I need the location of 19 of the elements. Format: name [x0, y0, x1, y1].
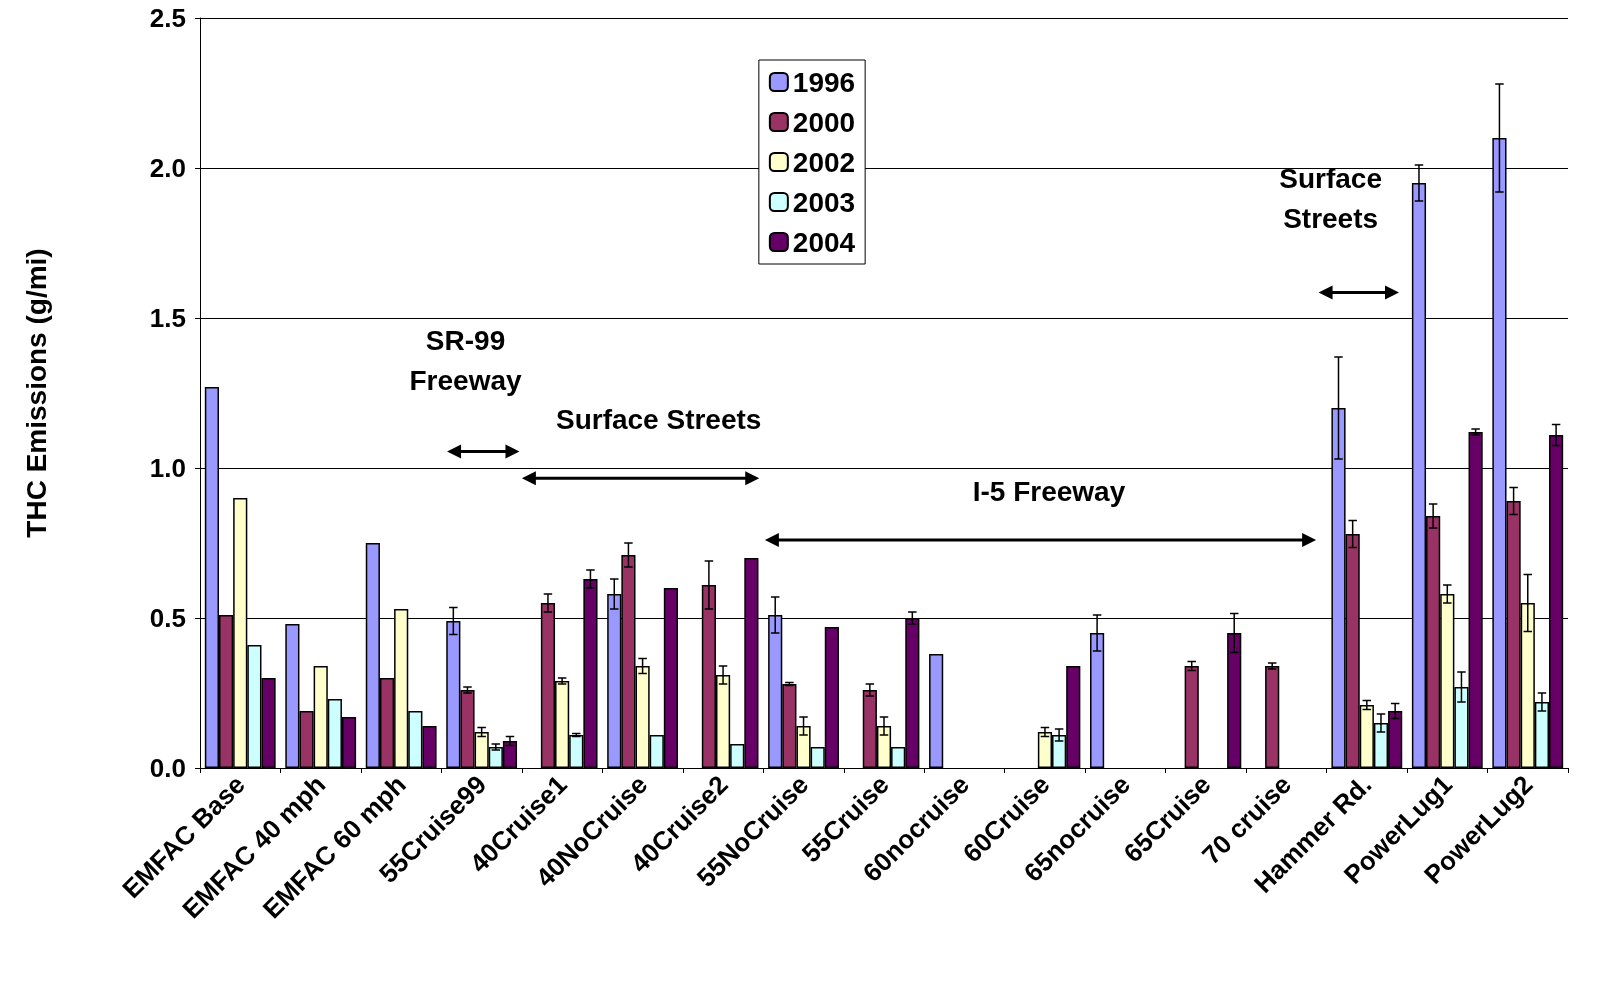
- y-tick-label: 0.0: [149, 753, 186, 783]
- legend-label: 2004: [792, 226, 856, 258]
- y-tick-label: 0.5: [149, 603, 186, 633]
- legend-label: 2000: [792, 106, 856, 138]
- legend-label: 1996: [792, 66, 856, 98]
- bar: [929, 654, 944, 768]
- annotation: Surface Streets: [1279, 163, 1382, 234]
- y-axis-title: THC Emissions (g/mi): [20, 248, 52, 538]
- y-tick-label: 1.0: [149, 453, 186, 483]
- legend-label: 2003: [792, 186, 856, 218]
- bar: [1184, 666, 1199, 768]
- annotation: I-5 Freeway: [972, 476, 1126, 507]
- bar: [1265, 666, 1280, 768]
- y-tick-label: 2.5: [149, 3, 186, 33]
- y-tick-label: 2.0: [149, 153, 186, 183]
- y-tick-label: 1.5: [149, 303, 186, 333]
- legend-label: 2002: [792, 146, 856, 178]
- annotation: Surface Streets: [555, 404, 762, 435]
- annotation: SR-99 Freeway: [409, 325, 523, 396]
